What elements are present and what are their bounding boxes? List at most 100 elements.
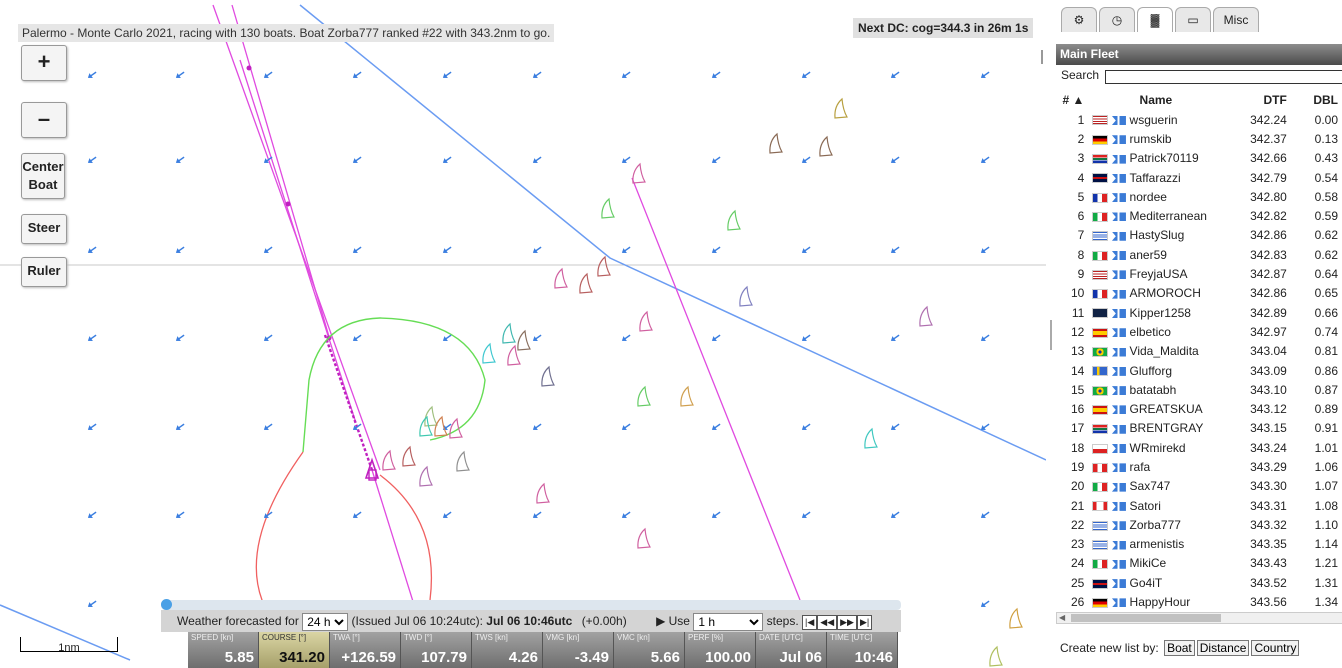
create-list-by-country-button[interactable]: Country [1251, 640, 1300, 656]
center-boat-button[interactable]: Center Boat [21, 153, 65, 199]
boat-name-cell[interactable]: wsguerin [1129, 112, 1178, 127]
fleet-boat-icon[interactable] [637, 527, 651, 549]
ranking-row[interactable]: 14 Glufforg 343.09 0.86 [1056, 361, 1342, 380]
ranking-row[interactable]: 21 Satori 343.31 1.08 [1056, 496, 1342, 515]
fleet-boat-icon[interactable] [632, 162, 646, 184]
fleet-boat-icon[interactable] [482, 342, 496, 364]
boat-name-cell[interactable]: FreyjaUSA [1129, 267, 1188, 282]
fleet-boat-icon[interactable] [989, 645, 1003, 667]
boat-name-cell[interactable]: elbetico [1129, 324, 1171, 339]
boat-name-cell[interactable]: Sax747 [1129, 479, 1171, 494]
ranking-row[interactable]: 8 aner59 342.83 0.62 [1056, 245, 1342, 264]
create-list-by-distance-button[interactable]: Distance [1196, 640, 1250, 656]
ranking-row[interactable]: 10 ARMOROCH 342.86 0.65 [1056, 284, 1342, 303]
ranking-row[interactable]: 5 nordee 342.80 0.58 [1056, 187, 1342, 206]
ranking-row[interactable]: 20 Sax747 343.30 1.07 [1056, 477, 1342, 496]
scroll-left-arrow[interactable]: ◀ [1059, 613, 1066, 622]
clock-icon[interactable]: ◷ [1099, 7, 1135, 32]
ranking-row[interactable]: 11 Kipper1258 342.89 0.66 [1056, 303, 1342, 322]
boat-name-cell[interactable]: WRmirekd [1129, 440, 1186, 455]
ranking-icon[interactable]: ▓ [1137, 7, 1173, 32]
zoom-in-button[interactable]: + [21, 45, 67, 81]
ranking-row[interactable]: 4 Taffarazzi 342.79 0.54 [1056, 168, 1342, 187]
boat-name-cell[interactable]: Vida_Maldita [1129, 344, 1199, 359]
fleet-boat-icon[interactable] [739, 285, 753, 307]
boat-name-cell[interactable]: Glufforg [1129, 363, 1173, 378]
zoom-out-button[interactable]: – [21, 102, 67, 138]
fleet-boat-icon[interactable] [382, 449, 396, 471]
boat-name-cell[interactable]: batatabh [1129, 382, 1177, 397]
fleet-boat-icon[interactable] [637, 385, 651, 407]
chat-icon[interactable]: ▭ [1175, 7, 1211, 32]
ranking-row[interactable]: 7 HastySlug 342.86 0.62 [1056, 226, 1342, 245]
ranking-row[interactable]: 18 WRmirekd 343.24 1.01 [1056, 438, 1342, 457]
nav-forward-button[interactable]: ▶▶ [837, 615, 857, 630]
ranking-row[interactable]: 24 MikiCe 343.43 1.21 [1056, 554, 1342, 573]
col-dtf-header[interactable]: DTF [1263, 93, 1287, 107]
boat-name-cell[interactable]: ARMOROCH [1129, 286, 1201, 301]
fleet-boat-icon[interactable] [434, 415, 448, 437]
fleet-boat-icon[interactable] [639, 310, 653, 332]
time-slider-handle[interactable] [161, 599, 172, 610]
fleet-boat-icon[interactable] [819, 135, 833, 157]
ranking-row[interactable]: 15 batatabh 343.10 0.87 [1056, 380, 1342, 399]
fleet-boat-icon[interactable] [502, 322, 516, 344]
ranking-row[interactable]: 23 armenistis 343.35 1.14 [1056, 535, 1342, 554]
fleet-boat-icon[interactable] [727, 209, 741, 231]
fleet-boat-icon[interactable] [507, 344, 521, 366]
boat-name-cell[interactable]: HastySlug [1129, 228, 1185, 243]
ranking-row[interactable]: 6 Mediterranean 342.82 0.59 [1056, 206, 1342, 225]
boat-name-cell[interactable]: HappyHour [1129, 595, 1191, 610]
col-rank-header[interactable]: # ▲ [1062, 93, 1085, 107]
fleet-boat-icon[interactable] [402, 445, 416, 467]
fleet-boat-icon[interactable] [541, 365, 555, 387]
boat-name-cell[interactable]: Mediterranean [1129, 209, 1207, 224]
col-dbl-header[interactable]: DBL [1313, 93, 1338, 107]
fleet-boat-icon[interactable] [1009, 607, 1023, 629]
ruler-button[interactable]: Ruler [21, 257, 67, 287]
fleet-boat-icon[interactable] [579, 272, 593, 294]
fleet-boat-icon[interactable] [597, 255, 611, 277]
ranking-row[interactable]: 22 Zorba777 343.32 1.10 [1056, 515, 1342, 534]
ranking-row[interactable]: 12 elbetico 342.97 0.74 [1056, 322, 1342, 341]
time-slider[interactable] [161, 599, 901, 610]
ranking-row[interactable]: 2 rumskib 342.37 0.13 [1056, 129, 1342, 148]
ranking-row[interactable]: 9 FreyjaUSA 342.87 0.64 [1056, 264, 1342, 283]
fleet-boat-icon[interactable] [554, 267, 568, 289]
fleet-boat-icon[interactable] [517, 329, 531, 351]
ranking-row[interactable]: 1 wsguerin 342.24 0.00 [1056, 110, 1342, 129]
ranking-row[interactable]: 19 rafa 343.29 1.06 [1056, 457, 1342, 476]
nav-first-button[interactable]: |◀ [802, 615, 818, 630]
boat-name-cell[interactable]: Satori [1129, 498, 1161, 513]
ranking-row[interactable]: 16 GREATSKUA 343.12 0.89 [1056, 399, 1342, 418]
boat-name-cell[interactable]: Kipper1258 [1129, 305, 1191, 320]
ranking-row[interactable]: 17 BRENTGRAY 343.15 0.91 [1056, 419, 1342, 438]
boat-name-cell[interactable]: nordee [1129, 189, 1167, 204]
gear-icon[interactable]: ⚙ [1061, 7, 1097, 32]
create-list-by-boat-button[interactable]: Boat [1164, 640, 1195, 656]
fleet-boat-icon[interactable] [919, 305, 933, 327]
boat-name-cell[interactable]: MikiCe [1129, 556, 1167, 571]
boat-name-cell[interactable]: Go4iT [1129, 575, 1163, 590]
boat-name-cell[interactable]: rafa [1129, 459, 1151, 474]
steer-button[interactable]: Steer [21, 214, 67, 244]
race-map[interactable]: Palermo - Monte Carlo 2021, racing with … [0, 0, 1046, 668]
panel-splitter[interactable] [1050, 320, 1052, 350]
fleet-boat-icon[interactable] [536, 482, 550, 504]
fleet-boat-icon[interactable] [864, 427, 878, 449]
boat-name-cell[interactable]: armenistis [1129, 537, 1185, 552]
boat-name-cell[interactable]: Patrick70119 [1129, 151, 1199, 166]
ranking-row[interactable]: 3 Patrick70119 342.66 0.43 [1056, 149, 1342, 168]
fleet-boat-icon[interactable] [680, 385, 694, 407]
ranking-row[interactable]: 25 Go4iT 343.52 1.31 [1056, 573, 1342, 592]
boat-name-cell[interactable]: Zorba777 [1129, 517, 1181, 532]
nav-back-button[interactable]: ◀◀ [817, 615, 838, 630]
fleet-boat-icon[interactable] [834, 97, 848, 119]
boat-name-cell[interactable]: rumskib [1129, 131, 1172, 146]
search-input[interactable] [1105, 70, 1342, 84]
fleet-boat-icon[interactable] [601, 197, 615, 219]
scroll-thumb[interactable] [1071, 614, 1221, 622]
fleet-boat-icon[interactable] [449, 417, 463, 439]
boat-name-cell[interactable]: GREATSKUA [1129, 402, 1203, 417]
forecast-horizon-select[interactable]: 24 h [302, 612, 349, 631]
